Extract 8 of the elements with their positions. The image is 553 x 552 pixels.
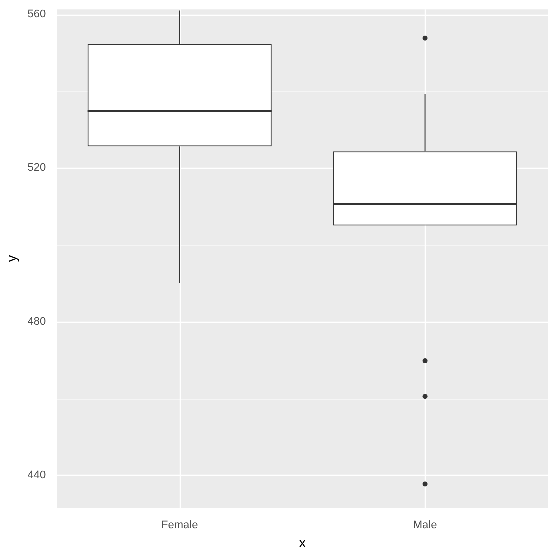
y-tick-label: 520 [28,162,46,174]
x-tick-label: Male [413,520,438,532]
y-tick-label: 440 [28,469,46,482]
y-axis-title: y [3,255,20,262]
y-tick-label: 560 [28,8,46,21]
x-axis-title: x [299,534,306,550]
x-tick-label: Female [162,520,198,532]
y-tick-label: 480 [28,316,46,328]
